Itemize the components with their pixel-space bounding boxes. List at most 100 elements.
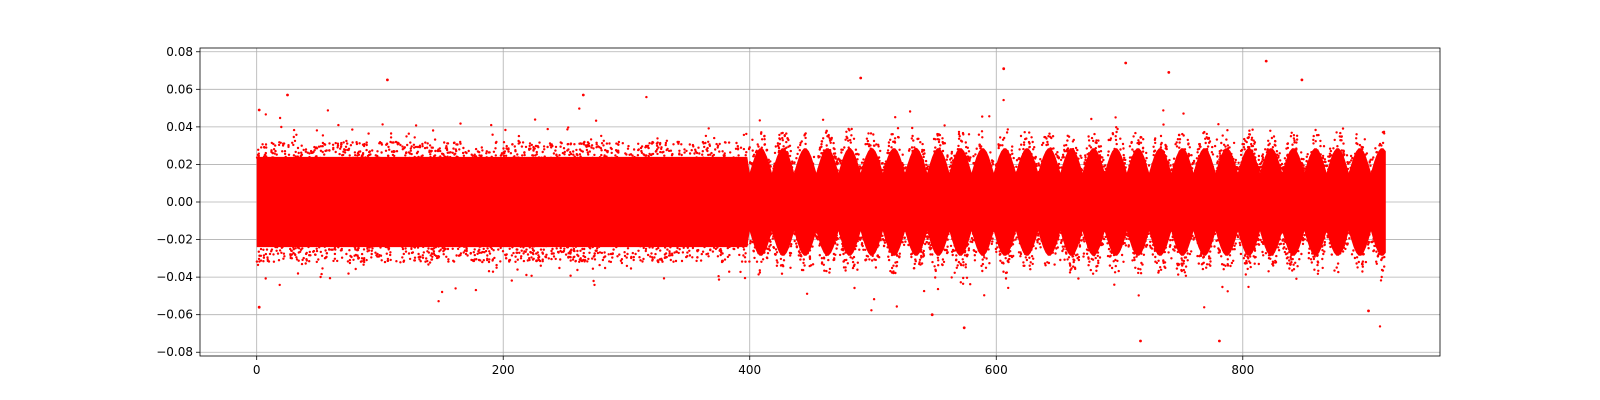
scatter-point — [1000, 155, 1004, 158]
scatter-point — [469, 251, 472, 255]
scatter-point — [1341, 250, 1345, 253]
scatter-point — [882, 244, 886, 248]
scatter-point — [268, 243, 271, 246]
scatter-point — [1069, 148, 1073, 151]
scatter-point — [1342, 150, 1346, 153]
scatter-point — [473, 241, 476, 245]
scatter-point — [502, 147, 505, 150]
scatter-point — [515, 158, 518, 162]
scatter-point — [660, 258, 663, 262]
scatter-point — [572, 153, 575, 156]
scatter-point — [760, 146, 763, 149]
scatter-point — [965, 255, 969, 258]
scatter-point — [581, 150, 584, 153]
scatter-point — [1345, 154, 1349, 157]
scatter-point — [889, 138, 892, 141]
scatter-point — [712, 153, 716, 157]
scatter-point — [1258, 162, 1262, 166]
y-tick-label: 0.02 — [166, 157, 193, 171]
scatter-point — [406, 143, 409, 147]
scatter-point — [453, 141, 456, 144]
scatter-point — [373, 156, 377, 160]
scatter-point — [315, 129, 319, 132]
scatter-point — [892, 151, 895, 154]
scatter-point — [538, 161, 541, 164]
scatter-point — [1224, 152, 1227, 155]
scatter-point — [658, 258, 662, 261]
scatter-point — [328, 277, 332, 280]
scatter-point — [569, 252, 572, 255]
scatter-point — [405, 239, 408, 242]
scatter-point — [1082, 172, 1086, 175]
scatter-point — [817, 167, 821, 171]
scatter-point — [1148, 244, 1152, 247]
scatter-point — [644, 247, 648, 251]
scatter-point — [1254, 243, 1258, 246]
scatter-point — [804, 136, 807, 140]
scatter-point — [1196, 151, 1199, 154]
scatter-point — [287, 144, 290, 147]
scatter-point — [1382, 130, 1386, 133]
scatter-point — [1374, 147, 1377, 150]
scatter-point — [758, 269, 761, 272]
scatter-point — [293, 139, 297, 143]
scatter-point — [1310, 151, 1313, 154]
scatter-point — [1170, 257, 1173, 260]
scatter-point — [1239, 237, 1242, 240]
scatter-point — [1128, 164, 1131, 168]
scatter-point — [571, 258, 575, 261]
scatter-point — [716, 255, 720, 258]
scatter-point — [1284, 253, 1288, 256]
scatter-point — [828, 149, 832, 153]
scatter-point — [788, 241, 791, 244]
scatter-point — [843, 242, 847, 245]
scatter-point — [949, 244, 953, 248]
scatter-point — [1286, 142, 1290, 145]
scatter-point — [314, 155, 318, 158]
scatter-point — [1293, 141, 1296, 144]
scatter-point — [669, 149, 673, 152]
scatter-point — [1267, 270, 1270, 273]
scatter-point — [665, 148, 668, 152]
scatter-point — [1381, 141, 1385, 145]
scatter-point — [679, 161, 682, 165]
scatter-point — [680, 259, 684, 263]
scatter-point — [1023, 137, 1027, 141]
scatter-point — [651, 141, 655, 144]
scatter-point — [1297, 242, 1300, 245]
scatter-point — [1092, 155, 1095, 158]
scatter-point — [306, 238, 309, 242]
scatter-point — [872, 133, 875, 136]
scatter-point — [627, 144, 630, 148]
scatter-point — [1328, 152, 1332, 155]
scatter-point — [704, 134, 708, 138]
scatter-point — [641, 260, 644, 263]
scatter-point — [1061, 249, 1064, 253]
scatter-point — [1218, 163, 1221, 167]
scatter-point — [1323, 158, 1327, 161]
scatter-point — [1234, 158, 1238, 162]
scatter-point — [1157, 271, 1160, 274]
scatter-point — [578, 260, 581, 263]
scatter-point — [1069, 152, 1072, 155]
scatter-point — [626, 161, 629, 165]
scatter-point — [1301, 168, 1304, 171]
scatter-point — [417, 244, 420, 248]
scatter-point — [1238, 165, 1242, 168]
scatter-point — [360, 257, 364, 260]
scatter-point — [572, 247, 576, 251]
scatter-point — [1336, 145, 1339, 148]
scatter-point — [1232, 259, 1235, 262]
scatter-point — [1097, 139, 1100, 142]
scatter-point — [1198, 142, 1202, 146]
scatter-point — [348, 154, 351, 157]
scatter-point — [629, 267, 633, 270]
scatter-point — [865, 137, 869, 140]
scatter-point — [961, 131, 965, 135]
scatter-point — [700, 252, 703, 256]
scatter-point — [1087, 135, 1090, 138]
scatter-point — [1245, 140, 1248, 144]
scatter-point — [924, 242, 927, 246]
scatter-point — [323, 245, 326, 248]
scatter-point — [1020, 143, 1023, 146]
